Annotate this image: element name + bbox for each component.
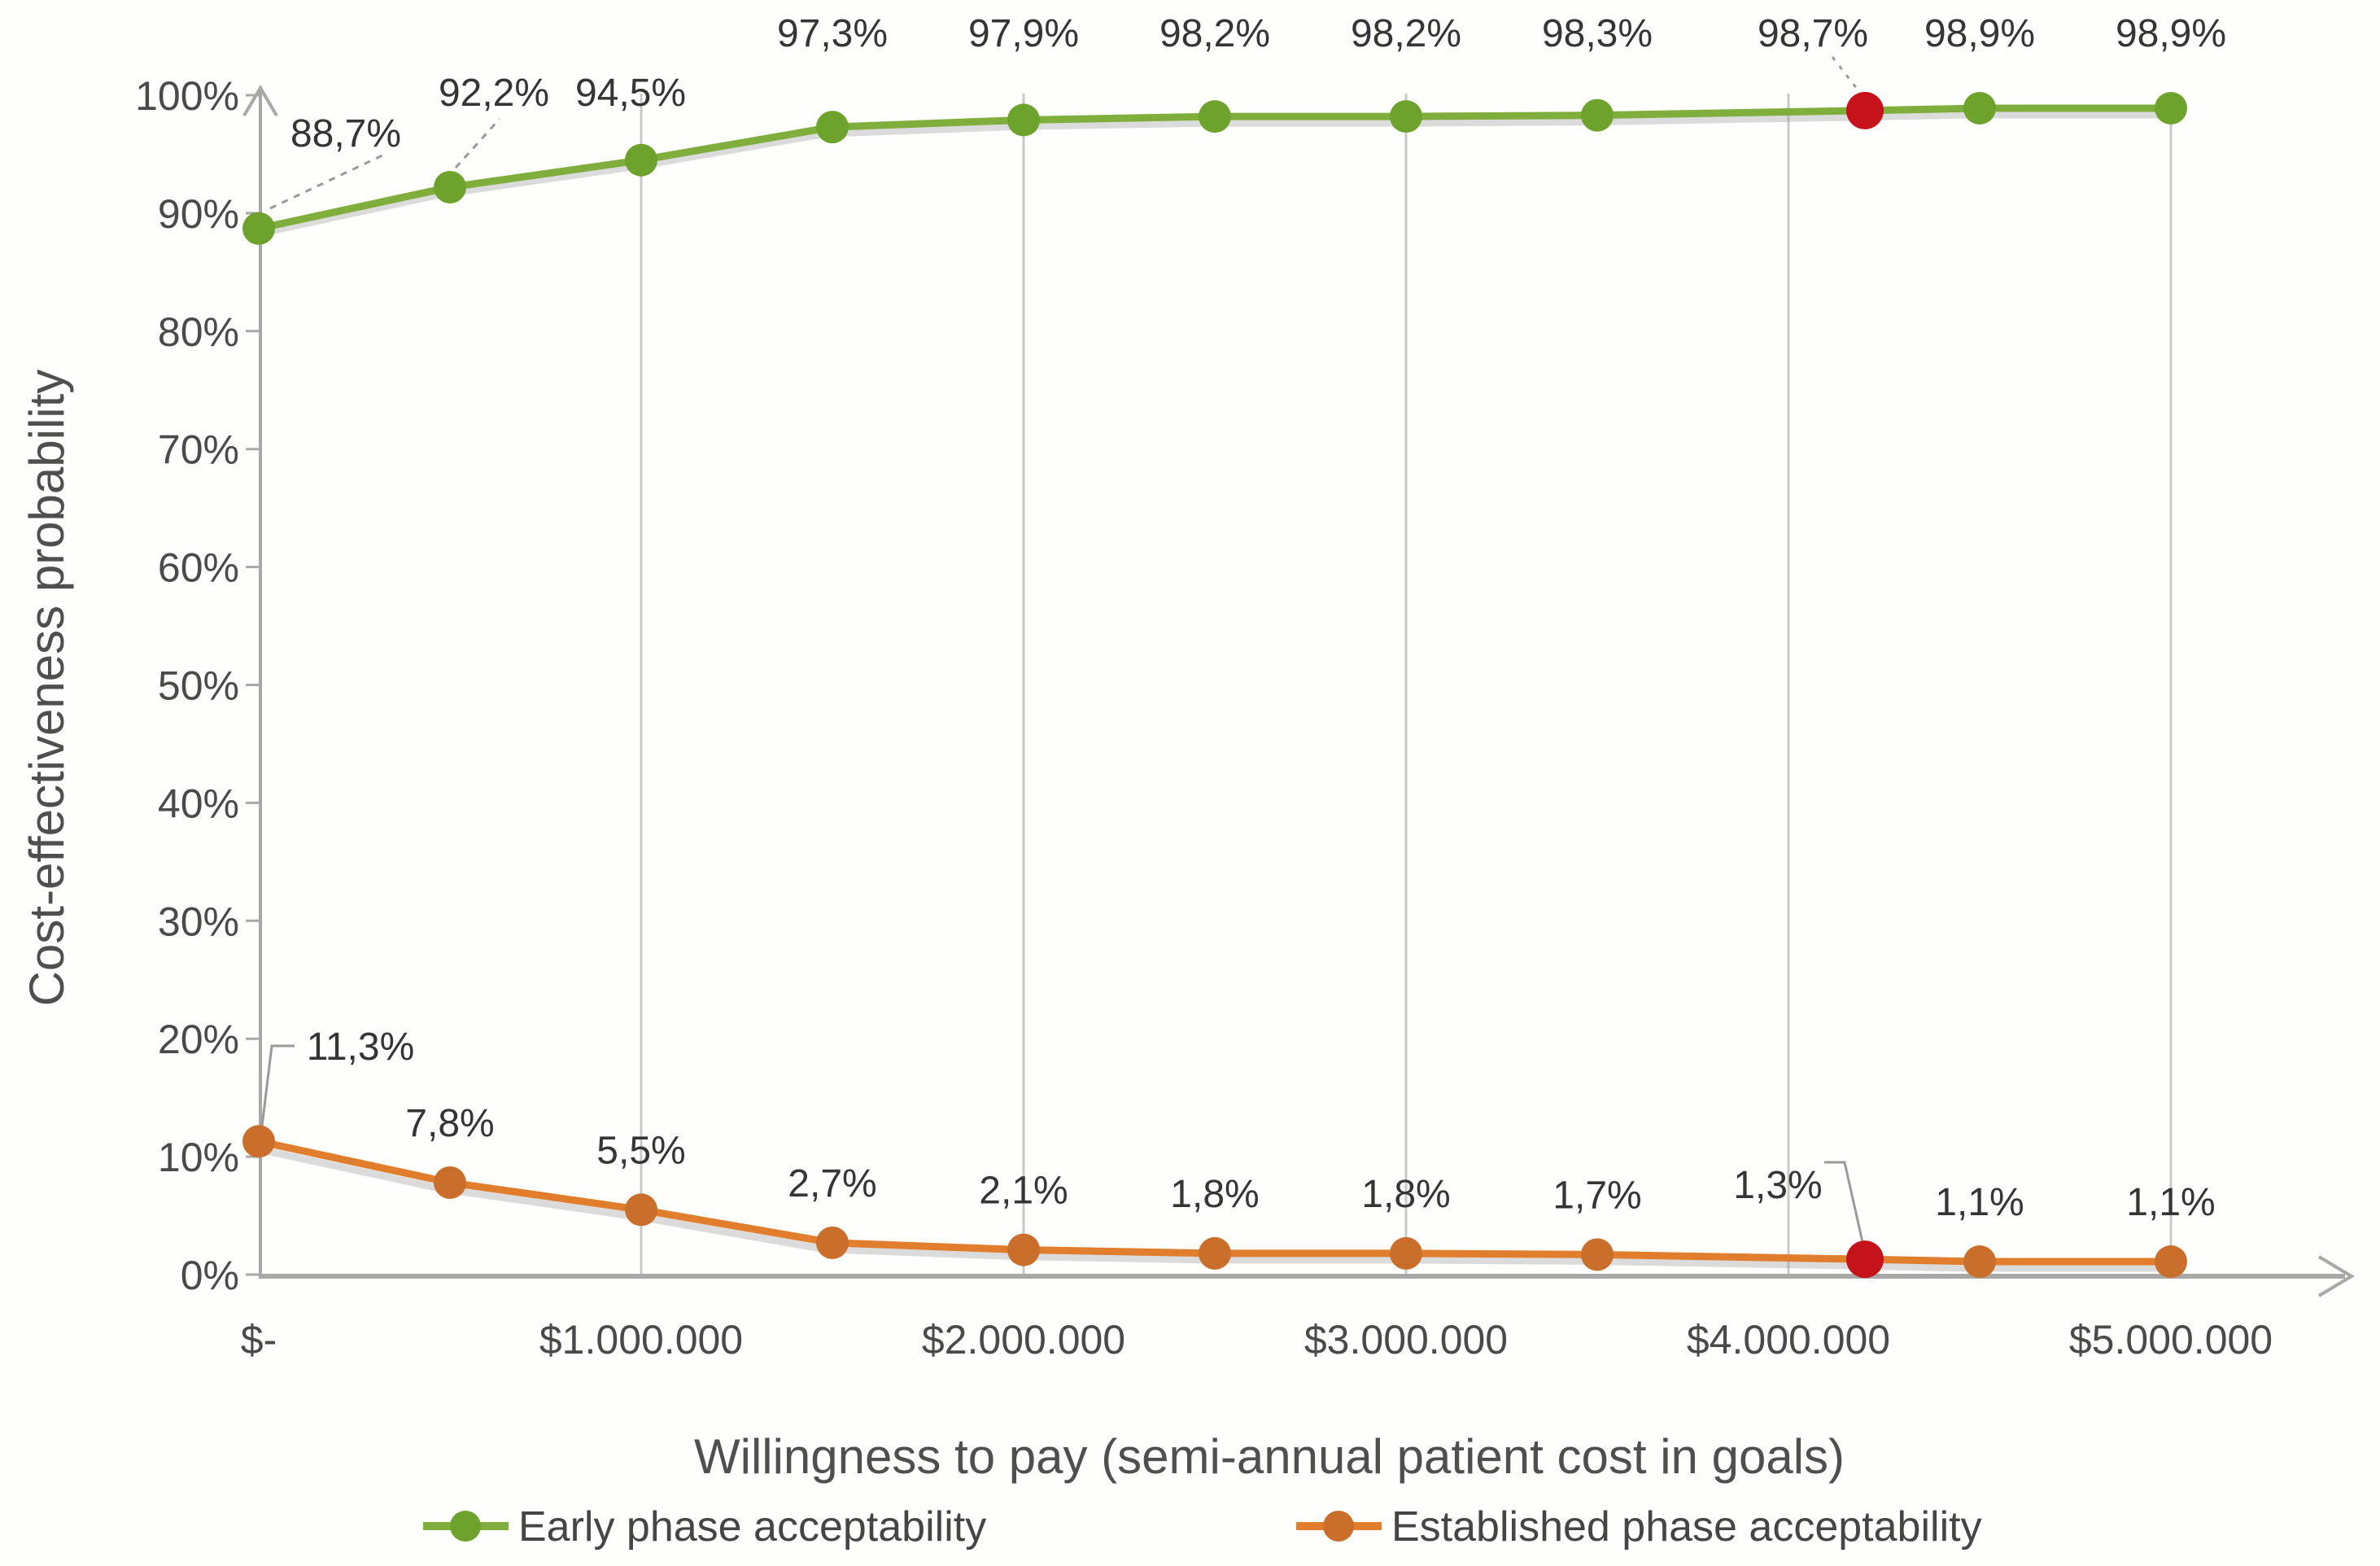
data-point-label: 98,2% [1159, 12, 1270, 55]
data-point-label: 98,3% [1542, 12, 1653, 55]
data-point-label: 1,1% [2126, 1181, 2215, 1224]
data-point-label: 1,8% [1361, 1173, 1450, 1216]
data-point-label: 97,9% [968, 12, 1079, 55]
y-tick-label: 100% [135, 73, 239, 119]
data-point-label: 97,3% [777, 12, 888, 55]
highlighted-data-point [1846, 1240, 1884, 1279]
y-axis-title: Cost-effectiveness probability [20, 370, 74, 1007]
y-tick-label: 80% [158, 309, 239, 355]
data-point-label: 5,5% [596, 1129, 685, 1172]
data-point [1390, 1236, 1422, 1270]
x-tick-label: $4.000.000 [1687, 1317, 1890, 1363]
y-tick-label: 40% [158, 781, 239, 826]
x-tick-label: $1.000.000 [539, 1317, 743, 1363]
y-tick-label: 50% [158, 663, 239, 709]
y-tick-label: 30% [158, 899, 239, 944]
data-label-leader-line [454, 117, 501, 169]
plot-area: 0% 10% 20% 30% 40% 50% 60% 70% 80% 90% 100% $- $1.00… [135, 12, 2355, 1542]
y-tick-label: 90% [158, 191, 239, 237]
data-point-label: 98,9% [2116, 12, 2226, 55]
data-point [1007, 103, 1040, 137]
data-point-label: 98,2% [1351, 12, 1461, 55]
data-point [1581, 1238, 1614, 1271]
data-point-label: 11,3% [307, 1026, 415, 1069]
data-point-label: 2,7% [788, 1162, 876, 1205]
data-point [434, 171, 466, 204]
data-point-label: 7,8% [405, 1102, 494, 1145]
data-point [1199, 100, 1231, 133]
legend-marker-dot [1323, 1511, 1354, 1542]
highlighted-data-point [1846, 91, 1884, 129]
data-point-label: 1,8% [1170, 1173, 1259, 1216]
data-point-label: 94,5% [575, 72, 686, 115]
data-point [2155, 1245, 2187, 1279]
y-axis-arrow [242, 85, 278, 117]
x-tick-label: $- [241, 1317, 277, 1363]
data-point-label: 1,1% [1935, 1181, 2024, 1224]
x-tick-label: $2.000.000 [922, 1317, 1125, 1363]
y-tick-label: 0% [181, 1253, 239, 1298]
data-point-label: 2,1% [979, 1170, 1068, 1213]
data-point [2155, 91, 2187, 125]
data-point [625, 1193, 657, 1227]
y-tick-label: 60% [158, 545, 239, 591]
data-point [1007, 1233, 1040, 1266]
data-point-label: 92,2% [439, 72, 549, 115]
data-point [1581, 98, 1614, 132]
legend-label-early-phase: Early phase acceptability [518, 1503, 986, 1551]
data-label-leader-line [1831, 56, 1862, 94]
data-point [242, 1125, 275, 1158]
y-tick-label: 20% [158, 1017, 239, 1062]
data-point [1390, 100, 1422, 133]
data-point [816, 1226, 849, 1259]
data-label-leader-line [1824, 1161, 1864, 1243]
data-point-label: 88,7% [290, 112, 401, 155]
data-point [434, 1166, 466, 1199]
x-tick-label: $5.000.000 [2069, 1317, 2273, 1363]
x-tick-label: $3.000.000 [1304, 1317, 1508, 1363]
data-point-label: 1,3% [1733, 1164, 1822, 1207]
data-label-leader-line [269, 153, 385, 210]
legend-marker-dot [450, 1511, 481, 1542]
data-point-label: 98,9% [1924, 12, 2035, 55]
data-point [242, 212, 275, 245]
legend-label-established-phase: Established phase acceptability [1391, 1503, 1982, 1551]
data-point [816, 111, 849, 144]
data-point-label: 98,7% [1758, 12, 1868, 55]
legend: Early phase acceptability Established ph… [518, 1503, 1982, 1551]
x-axis-arrow [2317, 1255, 2355, 1297]
data-point [1963, 91, 1996, 125]
data-point-label: 1,7% [1552, 1174, 1641, 1217]
y-tick-label: 10% [158, 1135, 239, 1180]
y-tick-label: 70% [158, 427, 239, 473]
data-point [1199, 1236, 1231, 1270]
data-point [1963, 1245, 1996, 1279]
data-label-leader-line [260, 1044, 295, 1134]
data-point [625, 143, 657, 177]
x-axis-title: Willingness to pay (semi-annual patient … [694, 1429, 1845, 1484]
